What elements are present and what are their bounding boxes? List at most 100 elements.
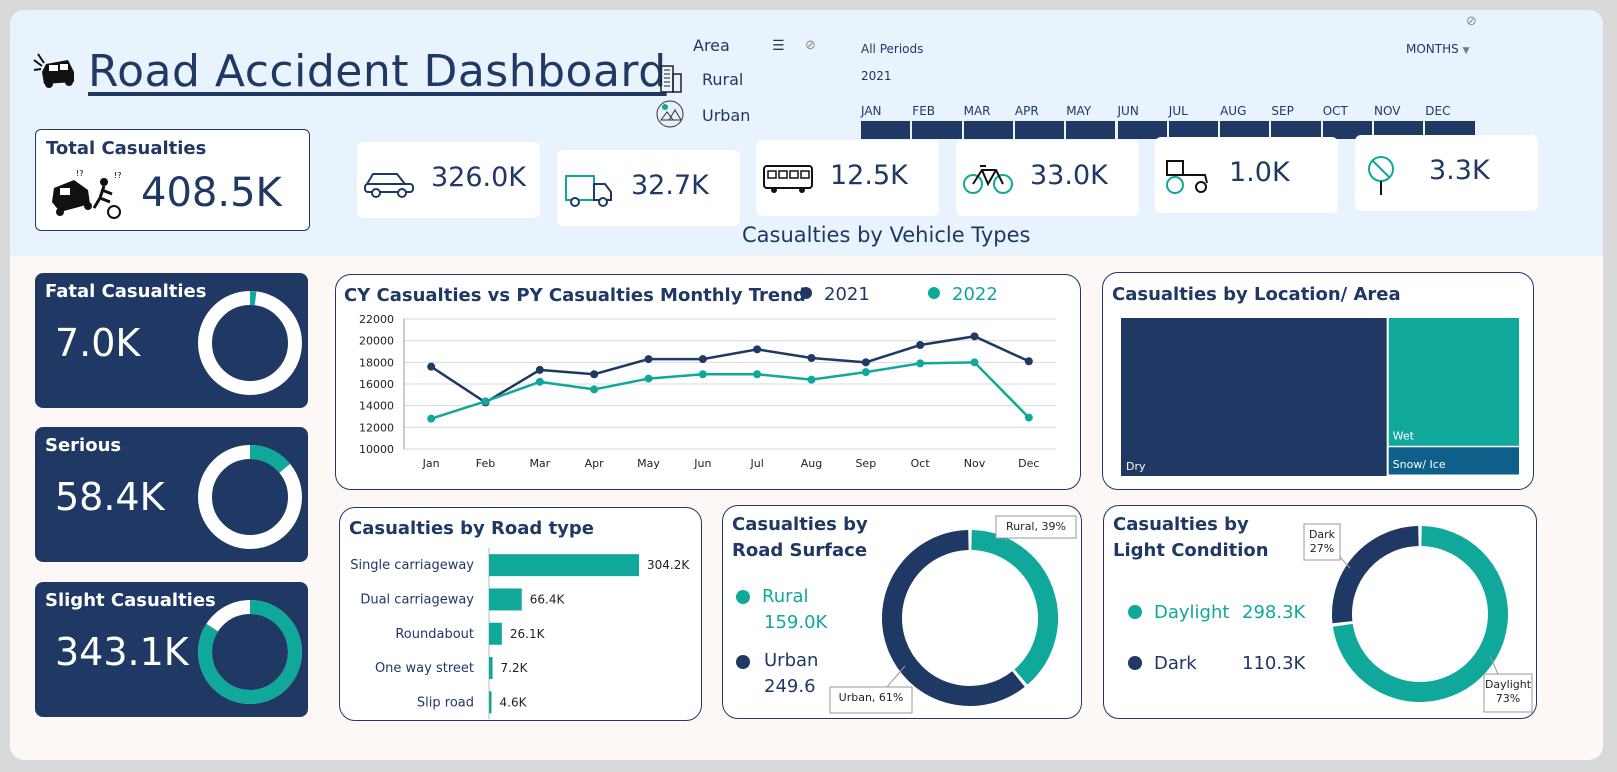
bar-value-label: 4.6K <box>500 695 528 709</box>
timeline-month-cell[interactable] <box>1117 121 1167 139</box>
legend-swatch <box>1128 605 1142 619</box>
timeline-month-cell[interactable] <box>1168 121 1219 139</box>
legend-label: 2021 <box>824 284 870 305</box>
timeline-month-cell[interactable] <box>912 121 962 139</box>
data-point <box>753 345 762 354</box>
timeline-month-label: FEB <box>912 104 936 118</box>
timeline-month-label: APR <box>1014 104 1039 118</box>
timeline-month-cell[interactable] <box>861 121 911 139</box>
x-tick-label: Jul <box>750 457 764 470</box>
callout-box <box>829 686 913 714</box>
severity-card: Serious 58.4K 14% <box>35 427 308 562</box>
data-point <box>1024 357 1033 366</box>
multi-select-icon[interactable]: ☰ <box>772 38 785 54</box>
timeline-month-cell[interactable] <box>1220 121 1270 139</box>
legend-swatch <box>928 287 940 299</box>
timeline-month-cell[interactable] <box>1014 121 1065 139</box>
timeline-month-label: JUN <box>1117 104 1139 118</box>
dashboard-title: Road Accident Dashboard <box>88 46 667 97</box>
timeline-granularity[interactable]: MONTHS ▼ <box>1406 42 1470 56</box>
legend-swatch <box>800 287 812 299</box>
bar-value-label: 66.4K <box>530 592 566 606</box>
other-vehicle-icon <box>1361 155 1415 197</box>
timeline-slicer[interactable]: All Periods 2021 MONTHS ▼ ⊘ JAN FEB MAR APR… <box>10 10 1603 145</box>
treemap-label: Wet <box>1393 429 1415 442</box>
callout-leader <box>1338 555 1351 569</box>
y-tick-label: 14000 <box>359 400 394 413</box>
location-treemap-card: Casualties by Location/ Area Dry Wet Snow/ … <box>1102 272 1534 490</box>
road-type-card: Casualties by Road type Single carriagewa… <box>339 507 702 721</box>
severity-value: 58.4K <box>55 475 165 519</box>
data-point <box>590 370 599 379</box>
timeline-month-label: NOV <box>1374 104 1401 118</box>
vehicle-kpi-tile: 33.0K <box>956 140 1139 216</box>
total-casualties-value: 408.5K <box>141 170 282 216</box>
timeline-month-cell[interactable] <box>963 121 1013 139</box>
chart-title: Casualties by <box>1113 514 1249 535</box>
severity-donut: 2% <box>198 291 302 395</box>
callout-box <box>1303 523 1341 561</box>
timeline-month-label: MAY <box>1066 104 1092 118</box>
timeline-clear-icon[interactable]: ⊘ <box>1466 14 1477 29</box>
callout-box <box>995 515 1077 539</box>
vehicle-kpi-tile: 1.0K <box>1155 137 1338 213</box>
y-tick-label: 20000 <box>359 335 394 348</box>
series-line <box>430 335 1030 404</box>
legend-label: Daylight <box>1154 602 1229 623</box>
timeline-month-cell[interactable] <box>1322 121 1372 139</box>
severity-pct: 2% <box>231 329 269 357</box>
vehicle-types-heading: Casualties by Vehicle Types <box>742 223 1031 247</box>
light-condition-card: Casualties by Light Condition Daylight 298.… <box>1103 505 1537 719</box>
x-tick-label: Dec <box>1018 457 1039 470</box>
monthly-trend-chart: CY Casualties vs PY Casualties Monthly T… <box>344 284 1056 470</box>
x-tick-label: Nov <box>964 457 986 470</box>
x-tick-label: Oct <box>911 457 931 470</box>
data-point <box>427 362 436 371</box>
timeline-month-cell[interactable] <box>1271 121 1321 139</box>
timeline-month-cell[interactable] <box>1425 121 1475 139</box>
x-tick-label: Mar <box>529 457 550 470</box>
timeline-month-label: JUL <box>1168 104 1188 118</box>
chart-title: Casualties by <box>732 514 868 535</box>
data-point <box>970 358 979 367</box>
crash-car-icon <box>32 50 82 92</box>
treemap-tile <box>1121 318 1387 476</box>
data-point <box>427 414 436 423</box>
callout-leader <box>1489 655 1499 675</box>
road-surface-card: Casualties by Road Surface Rural 159.0K Urba… <box>722 505 1082 719</box>
callout-label: Dark <box>1309 528 1336 541</box>
bicycle-icon <box>962 160 1016 202</box>
bar-value-label: 7.2K <box>501 661 529 675</box>
x-tick-label: May <box>637 457 660 470</box>
severity-label: Fatal Casualties <box>45 281 207 302</box>
data-point <box>535 365 544 374</box>
category-label: Roundabout <box>395 627 474 642</box>
x-tick-label: Aug <box>801 457 822 470</box>
y-tick-label: 10000 <box>359 443 394 456</box>
timeline-month-cell[interactable] <box>1066 121 1116 139</box>
granularity-label: MONTHS <box>1406 42 1459 56</box>
timeline-month-label: JAN <box>861 104 882 118</box>
timeline-month-cell[interactable] <box>1374 121 1424 139</box>
bus-icon <box>762 160 816 202</box>
data-point <box>861 368 870 377</box>
timeline-month-label: SEP <box>1271 104 1294 118</box>
data-point <box>644 374 653 383</box>
data-point <box>644 355 653 364</box>
donut-slice <box>882 530 1025 706</box>
callout-label: Rural, 39% <box>1006 520 1066 533</box>
y-tick-label: 12000 <box>359 421 394 434</box>
area-item-rural[interactable]: Rural <box>655 62 805 94</box>
svg-text:!?: !? <box>76 169 83 178</box>
area-item-urban[interactable]: Urban <box>655 98 805 130</box>
treemap-tile <box>1388 447 1519 475</box>
clear-filter-icon[interactable]: ⊘ <box>805 38 816 53</box>
donut-fill <box>198 291 302 395</box>
legend-value: 249.6 <box>764 676 816 697</box>
legend-value: 110.3K <box>1242 653 1307 674</box>
area-slicer-label: Area <box>693 36 730 55</box>
vehicle-kpi-tile: 3.3K <box>1355 135 1538 211</box>
legend-swatch <box>1128 656 1142 670</box>
severity-label: Serious <box>45 435 122 456</box>
x-tick-label: Feb <box>476 457 495 470</box>
